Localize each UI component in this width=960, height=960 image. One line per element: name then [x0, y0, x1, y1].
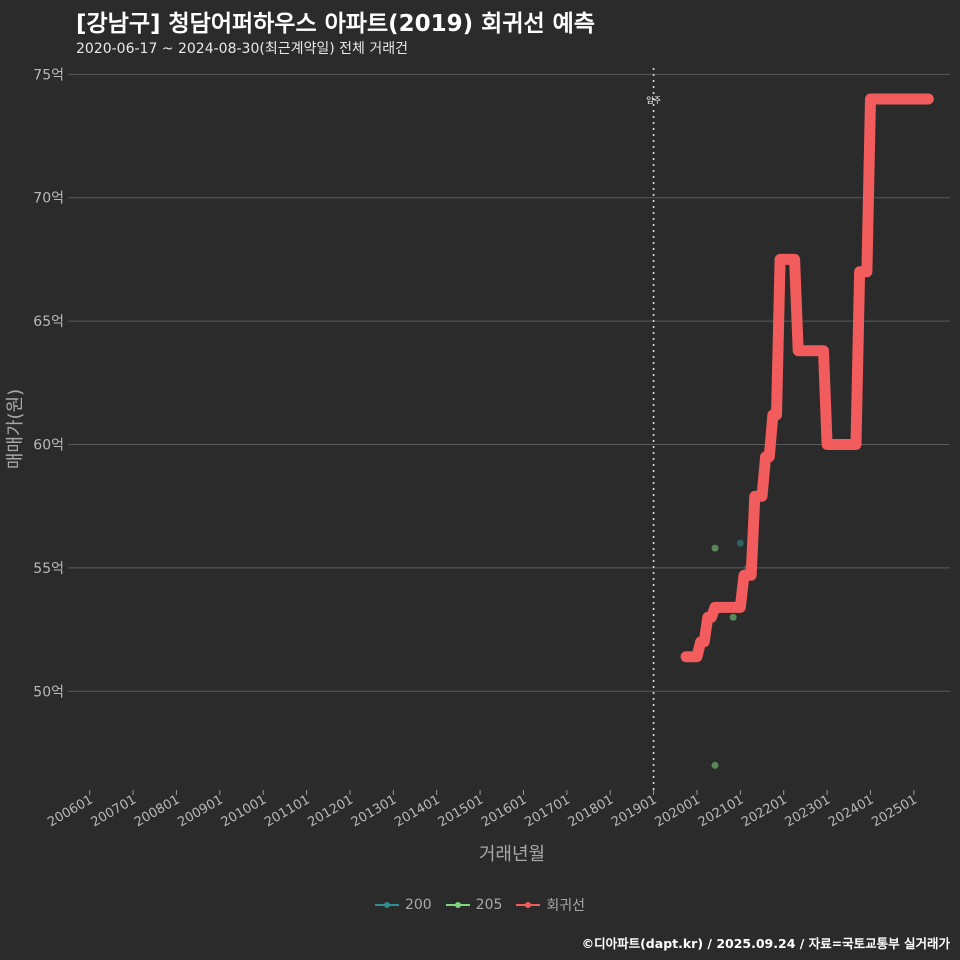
legend-label: 200: [404, 897, 432, 913]
legend-label: 205: [475, 897, 503, 913]
x-axis-label: 거래년월: [479, 844, 545, 865]
scatter-point-205: [711, 761, 719, 769]
x-tick-label: 201001: [219, 792, 269, 830]
x-tick-label: 202401: [826, 792, 876, 830]
x-tick-label: 200801: [132, 792, 182, 830]
x-tick-label: 200701: [89, 792, 139, 830]
y-tick-label: 70억: [33, 191, 64, 207]
grid-lines: [68, 73, 950, 692]
y-axis-label: 매매가(원): [5, 389, 26, 469]
x-tick-label: 201201: [305, 792, 355, 830]
scatter-point-205: [729, 613, 737, 621]
x-tick-label: 200901: [175, 792, 225, 830]
legend-label: 회귀선: [546, 898, 586, 914]
x-tick-labels: 2006012007012008012009012010012011012012…: [45, 790, 920, 830]
x-tick-label: 202501: [869, 792, 919, 830]
x-tick-label: 200601: [45, 792, 95, 830]
scatter-point-205: [711, 544, 719, 552]
legend-item-200: 200: [374, 895, 432, 915]
y-tick-label: 75억: [33, 67, 64, 83]
x-tick-label: 201501: [436, 792, 486, 830]
x-tick-label: 201801: [566, 792, 616, 830]
scatter-point-200: [736, 539, 744, 547]
y-tick-label: 55억: [33, 561, 64, 577]
x-tick-label: 201301: [349, 792, 399, 830]
x-tick-label: 201101: [262, 792, 312, 830]
x-tick-label: 202201: [739, 792, 789, 830]
source-caption: ©디아파트(dapt.kr) / 2025.09.24 / 자료=국토교통부 실…: [581, 936, 950, 951]
move-in-marker: 입주: [646, 68, 661, 790]
x-tick-label: 201401: [392, 792, 442, 830]
legend-key-icon: [516, 895, 541, 915]
legend-key-icon: [445, 895, 470, 915]
x-tick-label: 201901: [609, 792, 659, 830]
y-tick-labels: 50억 55억 60억 65억 70억 75억: [33, 67, 64, 700]
x-tick-label: 202101: [696, 792, 746, 830]
x-tick-label: 202301: [783, 792, 833, 830]
x-tick-label: 201601: [479, 792, 529, 830]
x-tick-label: 202001: [652, 792, 702, 830]
legend-key-icon: [374, 895, 399, 915]
move-in-label: 입주: [646, 96, 661, 105]
chart-title: [강남구] 청담어퍼하우스 아파트(2019) 회귀선 예측: [76, 11, 595, 37]
legend-item-회귀선: 회귀선: [516, 895, 585, 915]
regression-line: [680, 93, 934, 663]
y-tick-label: 60억: [33, 438, 64, 454]
y-tick-label: 65억: [33, 314, 64, 330]
regression-line-group: [680, 93, 934, 663]
x-tick-label: 201701: [522, 792, 572, 830]
y-tick-label: 50억: [33, 684, 64, 700]
legend-item-205: 205: [445, 895, 503, 915]
legend: 200 205 회귀선: [0, 895, 960, 915]
chart-subtitle: 2020-06-17 ~ 2024-08-30(최근계약일) 전체 거래건: [76, 41, 408, 57]
